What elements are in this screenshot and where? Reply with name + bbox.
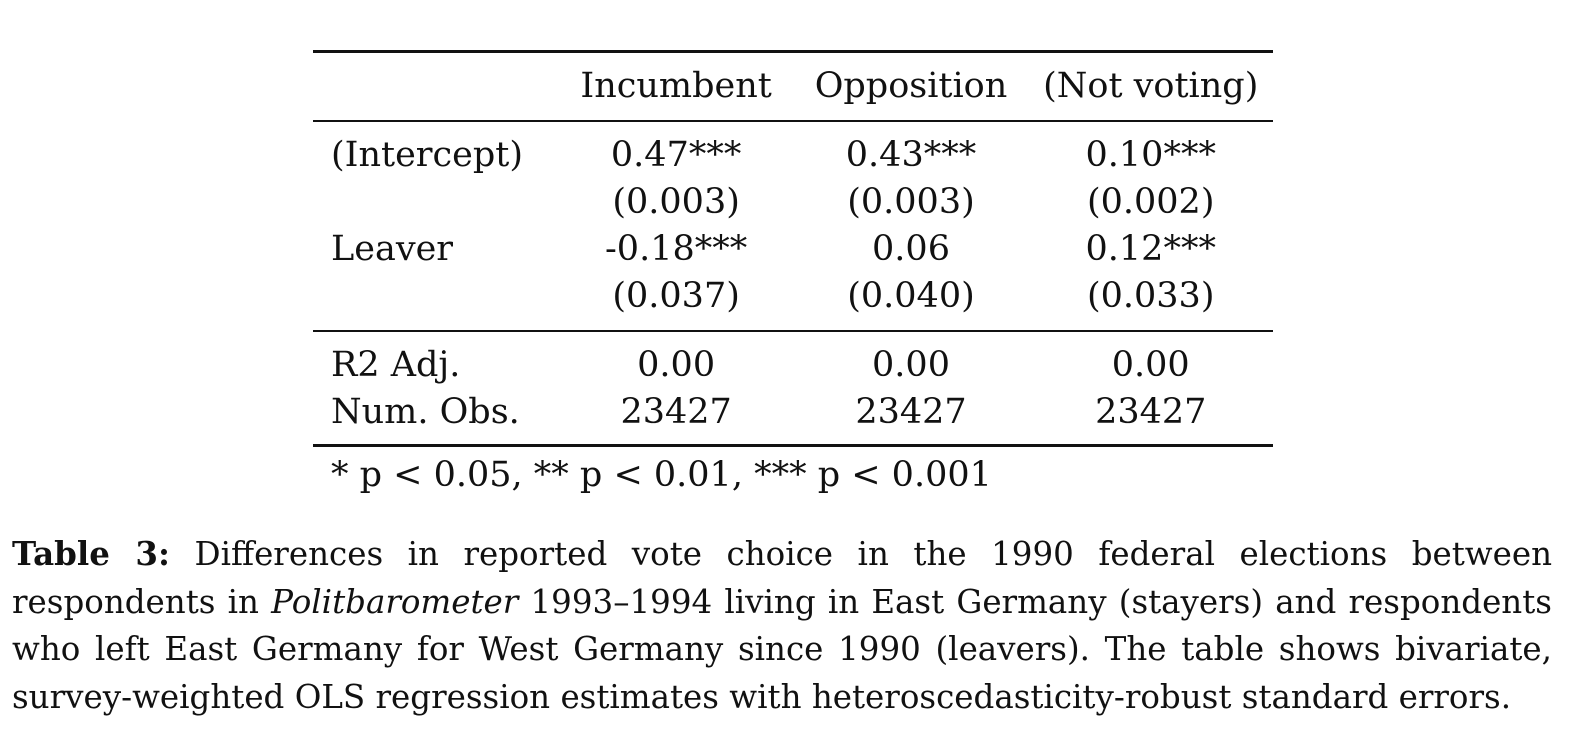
row-label: [313, 179, 559, 226]
table-row: (0.003) (0.003) (0.002): [313, 179, 1273, 226]
regression-table: Incumbent Opposition (Not voting) (Inter…: [313, 50, 1273, 447]
header-row: Incumbent Opposition (Not voting): [313, 51, 1273, 121]
row-label: [313, 273, 559, 331]
caption-label: Table 3:: [12, 534, 170, 573]
caption-text-before: Differences in reported vote choice in t…: [12, 535, 1553, 621]
table-cell: (0.040): [847, 275, 975, 316]
table-cell: 0.43***: [845, 134, 977, 175]
row-label: R2 Adj.: [331, 344, 461, 385]
table-caption: Table 3: Differences in reported vote ch…: [12, 530, 1552, 721]
table-row: Num. Obs. 23427 23427 23427: [313, 389, 1273, 445]
table-cell: (0.033): [1086, 275, 1215, 316]
table-row: (Intercept) 0.47*** 0.43*** 0.10***: [313, 120, 1273, 179]
caption-text-after: 1993–1994 living in East Germany (stayer…: [12, 582, 1552, 716]
table-row: (0.037) (0.040) (0.033): [313, 273, 1273, 331]
regression-table-container: Incumbent Opposition (Not voting) (Inter…: [313, 50, 1273, 501]
row-label: (Intercept): [331, 134, 523, 175]
table-cell: 23427: [620, 391, 732, 432]
fit-statistics-block: R2 Adj. 0.00 0.00 0.00 Num. Obs. 23427 2…: [313, 330, 1273, 445]
table-cell: 0.00: [1111, 344, 1190, 385]
table-cell: 0.00: [637, 344, 716, 385]
header-empty-cell: [313, 52, 559, 121]
table-cell: 0.10***: [1085, 134, 1216, 175]
table-header: Incumbent Opposition (Not voting): [313, 51, 1273, 121]
table-cell: (0.037): [612, 275, 740, 316]
column-header-incumbent: Incumbent: [580, 65, 772, 106]
column-header-not-voting: (Not voting): [1043, 65, 1259, 106]
table-cell: (0.003): [612, 181, 740, 222]
table-cell: 23427: [855, 391, 967, 432]
table-row: Leaver -0.18*** 0.06 0.12***: [313, 226, 1273, 273]
table-cell: -0.18***: [604, 228, 748, 269]
table-cell: 0.06: [872, 228, 950, 269]
table-cell: 0.47***: [610, 134, 742, 175]
row-label: Num. Obs.: [331, 391, 520, 432]
table-cell: (0.002): [1086, 181, 1215, 222]
table-cell: (0.003): [847, 181, 975, 222]
caption-italic-title: Politbarometer: [271, 582, 519, 621]
table-cell: 0.00: [872, 344, 950, 385]
table-cell: 23427: [1095, 391, 1207, 432]
coefficient-block: (Intercept) 0.47*** 0.43*** 0.10*** (0.0…: [313, 120, 1273, 331]
row-label: Leaver: [331, 228, 454, 269]
column-header-opposition: Opposition: [814, 65, 1008, 106]
table-cell: 0.12***: [1085, 228, 1216, 269]
significance-notes: * p < 0.05, ** p < 0.01, *** p < 0.001: [331, 454, 992, 495]
table-row: R2 Adj. 0.00 0.00 0.00: [313, 330, 1273, 389]
